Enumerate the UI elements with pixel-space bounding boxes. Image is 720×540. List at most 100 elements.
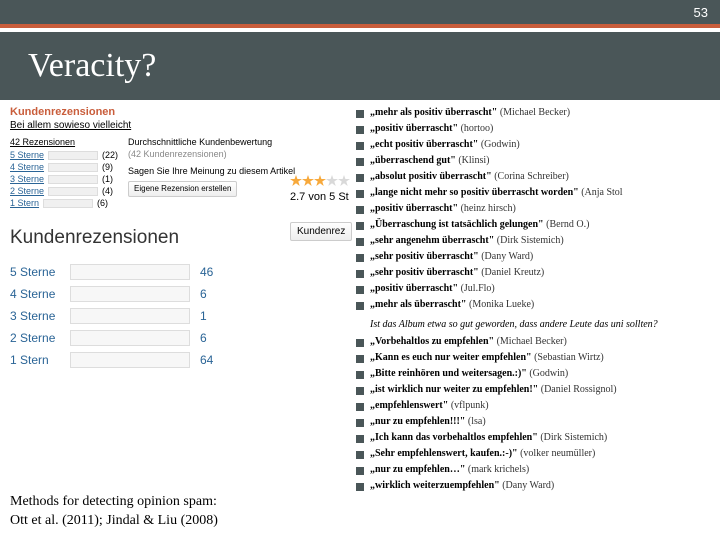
large-dist-row: 4 Sterne 6	[10, 283, 350, 305]
small-dist-row: 2 Sterne(4)	[10, 185, 118, 197]
quotes-list-top: „mehr als positiv überrascht" (Michael B…	[356, 106, 716, 314]
quote-item: „mehr als positiv überrascht" (Michael B…	[356, 106, 716, 122]
count-link[interactable]: 1	[200, 309, 207, 323]
bullet-icon	[356, 238, 364, 246]
count-link[interactable]: 64	[200, 353, 213, 367]
small-side: Durchschnittliche Kundenbewertung (42 Ku…	[128, 137, 295, 209]
bullet-icon	[356, 483, 364, 491]
quote-item: „Bitte reinhören und weitersagen.:)" (Go…	[356, 367, 716, 383]
quote-text: „Überraschung ist tatsächlich gelungen" …	[370, 219, 589, 230]
rating-summary: 2.7 von 5 St	[290, 175, 350, 203]
bullet-icon	[356, 387, 364, 395]
star-link[interactable]: 4 Sterne	[10, 162, 44, 172]
star-link[interactable]: 2 Sterne	[10, 331, 70, 345]
star-link[interactable]: 3 Sterne	[10, 174, 44, 184]
quote-item: „mehr als überrascht" (Monika Lueke)	[356, 298, 716, 314]
bullet-icon	[356, 339, 364, 347]
count-link[interactable]: 46	[200, 265, 213, 279]
accent-line	[0, 24, 720, 28]
quote-text: „Vorbehaltlos zu empfehlen" (Michael Bec…	[370, 336, 567, 347]
caption-line-2: Ott et al. (2011); Jindal & Liu (2008)	[10, 512, 218, 531]
large-dist-row: 3 Sterne 1	[10, 305, 350, 327]
star-link[interactable]: 5 Sterne	[10, 265, 70, 279]
bullet-icon	[356, 302, 364, 310]
bullet-icon	[356, 286, 364, 294]
quote-item: „Ich kann das vorbehaltlos empfehlen" (D…	[356, 431, 716, 447]
quote-item: „sehr positiv überrascht" (Dany Ward)	[356, 250, 716, 266]
quote-text: „sehr positiv überrascht" (Daniel Kreutz…	[370, 267, 544, 278]
quote-item: „echt positiv überrascht" (Godwin)	[356, 138, 716, 154]
small-distribution: 42 Rezensionen5 Sterne(22)4 Sterne(9)3 S…	[10, 137, 118, 209]
quote-text: „nur zu empfehlen!!!" (lsa)	[370, 416, 486, 427]
bullet-icon	[356, 371, 364, 379]
bullet-icon	[356, 206, 364, 214]
page-number-bar: 53	[0, 0, 720, 24]
star-link[interactable]: 1 Stern	[10, 353, 70, 367]
quote-item: „positiv überrascht" (hortoo)	[356, 122, 716, 138]
quote-text: „Bitte reinhören und weitersagen.:)" (Go…	[370, 368, 568, 379]
quote-text: „echt positiv überrascht" (Godwin)	[370, 139, 520, 150]
quote-text: „Sehr empfehlenswert, kaufen.:-)" (volke…	[370, 448, 595, 459]
quote-item: „überraschend gut" (Klinsi)	[356, 154, 716, 170]
bullet-icon	[356, 110, 364, 118]
star-link[interactable]: 3 Sterne	[10, 309, 70, 323]
quote-item: „sehr angenehm überrascht" (Dirk Sistemi…	[356, 234, 716, 250]
caption-line-1: Methods for detecting opinion spam:	[10, 493, 218, 512]
star-link[interactable]: 2 Sterne	[10, 186, 44, 196]
small-dist-row: 1 Stern(6)	[10, 197, 118, 209]
rhetorical-question: Ist das Album etwa so gut geworden, dass…	[356, 314, 716, 335]
quote-item: „ist wirklich nur weiter zu empfehlen!" …	[356, 383, 716, 399]
quote-text: „lange nicht mehr so positiv überrascht …	[370, 187, 623, 198]
quote-text: „positiv überrascht" (heinz hirsch)	[370, 203, 516, 214]
opinion-prompt: Sagen Sie Ihre Meinung zu diesem Artikel	[128, 166, 295, 178]
slide-title: Veracity?	[28, 47, 156, 85]
customer-reviews-button[interactable]: Kundenrez	[290, 222, 352, 241]
count-link[interactable]: 6	[200, 331, 207, 345]
star-link[interactable]: 1 Stern	[10, 198, 39, 208]
avg-sub: (42 Kundenrezensionen)	[128, 149, 295, 161]
quote-item: „positiv überrascht" (heinz hirsch)	[356, 202, 716, 218]
large-dist-row: 1 Stern 64	[10, 349, 350, 371]
small-heading: Kundenrezensionen	[10, 106, 350, 118]
quote-text: „überraschend gut" (Klinsi)	[370, 155, 489, 166]
quote-item: „nur zu empfehlen!!!" (lsa)	[356, 415, 716, 431]
quote-item: „Sehr empfehlenswert, kaufen.:-)" (volke…	[356, 447, 716, 463]
small-dist-row: 4 Sterne(9)	[10, 161, 118, 173]
quote-item: „absolut positiv überrascht" (Corina Sch…	[356, 170, 716, 186]
large-dist-row: 5 Sterne 46	[10, 261, 350, 283]
quotes-list-bottom: „Vorbehaltlos zu empfehlen" (Michael Bec…	[356, 335, 716, 495]
quote-text: „nur zu empfehlen…" (mark krichels)	[370, 464, 529, 475]
quote-item: „sehr positiv überrascht" (Daniel Kreutz…	[356, 266, 716, 282]
small-dist-row: 5 Sterne(22)	[10, 149, 118, 161]
bullet-icon	[356, 142, 364, 150]
bullet-icon	[356, 451, 364, 459]
quote-text: „sehr positiv überrascht" (Dany Ward)	[370, 251, 533, 262]
quote-text: „mehr als positiv überrascht" (Michael B…	[370, 107, 570, 118]
bullet-icon	[356, 222, 364, 230]
quote-item: „nur zu empfehlen…" (mark krichels)	[356, 463, 716, 479]
quote-text: „sehr angenehm überrascht" (Dirk Sistemi…	[370, 235, 564, 246]
star-link[interactable]: 5 Sterne	[10, 150, 44, 160]
count-link[interactable]: 6	[200, 287, 207, 301]
write-review-button[interactable]: Eigene Rezension erstellen	[128, 181, 237, 197]
quote-text: „absolut positiv überrascht" (Corina Sch…	[370, 171, 569, 182]
small-dist-row: 3 Sterne(1)	[10, 173, 118, 185]
caption-box: Methods for detecting opinion spam: Ott …	[6, 490, 222, 534]
quote-text: „positiv überrascht" (hortoo)	[370, 123, 493, 134]
bullet-icon	[356, 158, 364, 166]
quote-text: „wirklich weiterzuempfehlen" (Dany Ward)	[370, 480, 554, 491]
reviews-large-block: Kundenrezensionen 5 Sterne464 Sterne63 S…	[10, 227, 350, 371]
quote-item: „wirklich weiterzuempfehlen" (Dany Ward)	[356, 479, 716, 495]
bullet-icon	[356, 174, 364, 182]
bullet-icon	[356, 126, 364, 134]
quote-item: „Überraschung ist tatsächlich gelungen" …	[356, 218, 716, 234]
star-link[interactable]: 4 Sterne	[10, 287, 70, 301]
bullet-icon	[356, 254, 364, 262]
large-distribution: 5 Sterne 46 4 Sterne 6 3 Sterne 1 2 Sterne 6 1 S…	[10, 261, 350, 371]
quote-text: „Ich kann das vorbehaltlos empfehlen" (D…	[370, 432, 607, 443]
title-band: Veracity?	[0, 32, 720, 100]
quote-text: „ist wirklich nur weiter zu empfehlen!" …	[370, 384, 617, 395]
small-subtitle: Bei allem sowieso vielleicht	[10, 120, 350, 131]
page-number: 53	[694, 5, 708, 20]
quote-item: „lange nicht mehr so positiv überrascht …	[356, 186, 716, 202]
